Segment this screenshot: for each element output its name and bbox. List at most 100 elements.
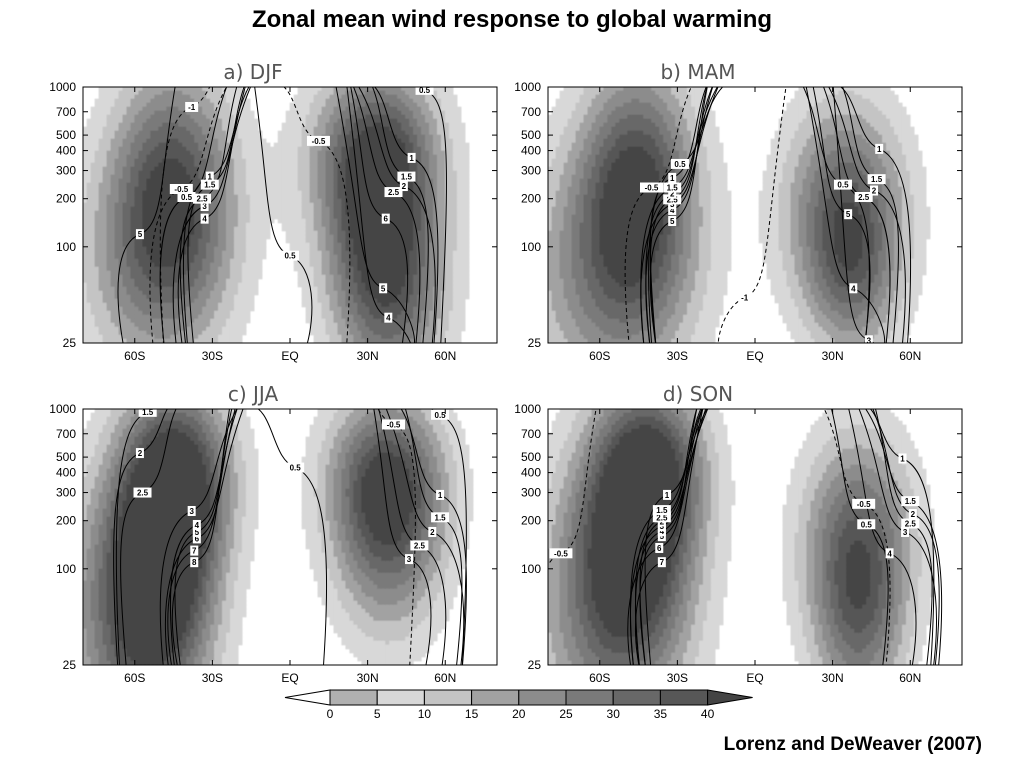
y-tick-label: 1000 [49,80,76,94]
contour-label: -0.5 [387,420,401,429]
contour-label: 6 [195,534,200,543]
contour-label: 5 [381,284,386,293]
contour-label-bg [177,191,196,202]
contour-label: 3 [660,522,665,531]
contour-label: 0.5 [674,160,686,169]
contour-label-bg [187,505,196,516]
contour-label-bg [652,512,671,523]
contour-label-bg [200,201,209,212]
panel-1: b) MAM3-145432.521.51-0.50.552.521.50.51… [514,60,963,363]
contour-label: 2.5 [137,489,149,498]
y-tick-label: 25 [63,336,77,350]
panel-2: c) JJA8765432.521.532.521.510.5-0.50.560… [49,382,498,685]
contour-label-bg [657,557,666,568]
contour-label-bg [663,182,682,193]
x-tick-label: EQ [746,671,763,685]
contour-label-bg [864,335,873,343]
contour-label: 6 [657,544,662,553]
contour-label-bg [663,194,682,205]
colorbar-tick-label: 30 [607,707,621,721]
contour-label-bg [870,185,879,196]
y-tick-label: 1000 [514,402,541,416]
contour-label-bg [875,143,884,154]
contour-label: 4 [670,206,675,215]
contour-label-bg [652,505,671,516]
colorbar-swatch [423,689,473,706]
x-tick-label: 60N [434,349,456,363]
contour-label-bg [415,87,434,95]
contour-label: -1 [741,294,749,303]
x-tick-label: 30N [357,349,379,363]
contour-label: 5 [138,230,143,239]
y-tick-label: 500 [521,128,541,142]
colorbar-tick-label: 35 [654,707,668,721]
colorbar-tick-label: 40 [701,707,715,721]
contour-label-bg [407,152,416,163]
contour-label: 0.5 [181,193,193,202]
colorbar-tick-label: 5 [374,707,381,721]
colorbar-tick-label: 20 [512,707,526,721]
x-tick-label: EQ [746,349,763,363]
y-tick-label: 300 [56,164,76,178]
contour-label: 7 [192,547,197,556]
contour-label-bg [379,283,388,294]
contour-label-bg [852,498,876,509]
contour-label: 6 [384,215,389,224]
shading [548,87,931,343]
contour-label: 2 [670,190,675,199]
x-tick-label: EQ [281,349,298,363]
y-tick-label: 1000 [514,80,541,94]
y-tick-label: 700 [56,427,76,441]
y-tick-label: 700 [56,105,76,119]
contour-label-bg [663,489,672,500]
contour-label-bg [431,409,450,420]
contour-label-bg [901,496,920,507]
y-tick-label: 200 [56,192,76,206]
contour-label: 0.5 [861,520,873,529]
x-tick-label: 60N [899,671,921,685]
y-tick-label: 25 [63,658,77,672]
figure-credit: Lorenz and DeWeaver (2007) [724,734,982,756]
contour-label: 0.5 [419,86,431,95]
contour-label-bg [190,557,199,568]
contour-label: 0.5 [284,252,296,261]
contour-label: 2.5 [388,188,400,197]
contour-label: -0.5 [645,183,659,192]
x-tick-label: 60S [589,349,610,363]
contour-label: 3 [903,528,908,537]
y-tick-label: 300 [521,164,541,178]
contour-label: 1.5 [204,181,216,190]
contour-line [823,409,891,665]
panel-title: d) SON [663,382,733,406]
contour-label-bg [381,213,390,224]
colorbar-swatch [565,689,614,706]
x-tick-label: 60S [124,671,145,685]
colorbar-over-triangle [707,689,753,706]
y-tick-label: 25 [528,658,542,672]
contour-label: 2 [430,528,435,537]
contour-label: 4 [195,521,200,530]
contour-label-bg [668,188,677,199]
y-tick-label: 200 [521,192,541,206]
contour-label: 3 [189,507,194,516]
contour-label-bg [657,526,666,537]
contour-label: 1.5 [401,173,413,182]
contour-label-bg [193,193,212,204]
contour-label: 8 [192,558,197,567]
contour-line [839,87,912,343]
contour-label-bg [655,542,664,553]
contour-label-bg [668,172,677,183]
contour-line [113,409,168,665]
y-tick-label: 25 [528,336,542,350]
contour-label: -0.5 [857,500,871,509]
contour-label-bg [436,489,445,500]
contour-label: 1.5 [656,506,668,515]
contour-label-bg [738,292,752,303]
contour-label-bg [133,487,152,498]
contour-label: 5 [660,532,665,541]
colorbar-swatch [376,689,425,706]
contour-label-bg [190,545,199,556]
contour-label: 1 [208,173,213,182]
